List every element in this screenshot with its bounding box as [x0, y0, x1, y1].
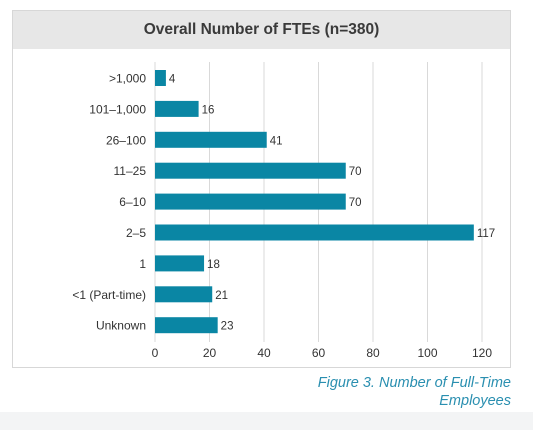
chart-header: Overall Number of FTEs (n=380) [13, 11, 510, 49]
bar [155, 224, 474, 241]
x-tick-label: 60 [312, 346, 326, 360]
bottom-strip [0, 412, 533, 430]
bar [155, 286, 213, 303]
bar-value-label: 16 [202, 104, 215, 116]
x-tick-label: 40 [257, 346, 271, 360]
bar [155, 317, 218, 334]
bar [155, 255, 205, 272]
y-category-label: 101–1,000 [89, 102, 146, 116]
bar-value-label: 41 [270, 135, 283, 147]
y-category-label: 2–5 [126, 226, 146, 240]
x-tick-label: 20 [203, 346, 217, 360]
bar-chart: 0 20 40 60 80 100 120 >1,000 4 101–1,000 16 26–100 4… [72, 62, 495, 360]
bar-value-label: 70 [349, 166, 362, 178]
bar-value-label: 23 [221, 321, 234, 333]
bar-value-label: 21 [215, 290, 228, 302]
y-category-label: Unknown [96, 319, 146, 333]
bar-value-label: 117 [477, 228, 495, 240]
bar [155, 100, 199, 117]
bar [155, 131, 267, 148]
y-category-label: <1 (Part-time) [72, 288, 146, 302]
y-category-label: >1,000 [109, 72, 146, 86]
y-category-label: 1 [139, 257, 146, 271]
y-category-label: 11–25 [114, 164, 147, 178]
bar [155, 70, 166, 86]
bar-value-label: 4 [169, 74, 176, 86]
bar-value-label: 70 [349, 197, 362, 209]
y-category-label: 26–100 [106, 133, 146, 147]
figure-caption: Figure 3. Number of Full-Time Employees [317, 375, 511, 409]
x-tick-label: 120 [472, 346, 492, 360]
bar-value-label: 18 [207, 259, 220, 271]
x-tick-label: 100 [417, 346, 437, 360]
y-category-label: 6–10 [119, 195, 146, 209]
bar [155, 193, 346, 210]
bar [155, 162, 346, 179]
chart-title: Overall Number of FTEs (n=380) [143, 21, 380, 38]
x-tick-label: 80 [366, 346, 380, 360]
x-tick-label: 0 [152, 346, 159, 360]
